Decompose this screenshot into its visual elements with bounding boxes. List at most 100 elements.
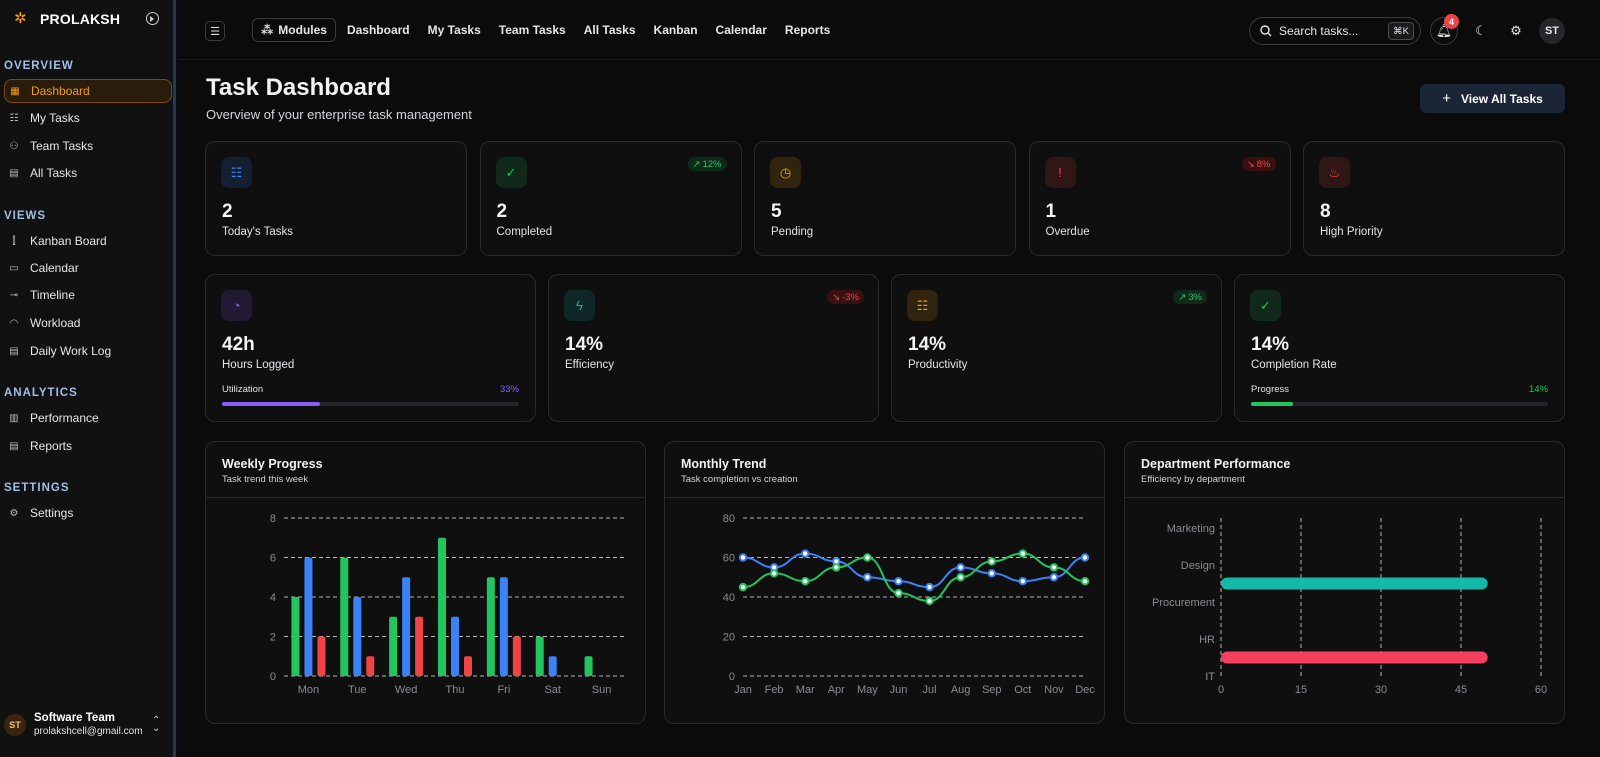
stat-card-efficiency[interactable]: ϟ ↘ -3% 14% Efficiency <box>548 274 879 422</box>
sidebar-item-label: Daily Work Log <box>30 344 112 358</box>
progress-label: Progress <box>1251 384 1290 395</box>
sidebar-item-my-tasks[interactable]: ☷ My Tasks <box>4 106 172 130</box>
series-0-point-6 <box>925 582 934 592</box>
top-nav-my-tasks[interactable]: My Tasks <box>427 23 481 37</box>
collapse-sidebar-icon[interactable] <box>146 12 159 25</box>
stat-value: 1 <box>1045 201 1057 222</box>
series-0-point-7 <box>956 563 965 572</box>
x-tick-label: Sat <box>544 684 561 696</box>
x-tick-label: Sun <box>592 684 612 696</box>
settings-button[interactable]: ⚙ <box>1502 17 1530 45</box>
app-logo[interactable]: ✲ PROLAKSH <box>14 10 120 28</box>
stat-value: 42h <box>222 334 255 355</box>
series-1-point-3 <box>832 563 841 572</box>
user-switcher[interactable]: ST Software Team prolakshcell@gmail.com … <box>4 710 172 740</box>
stat-label: Completed <box>496 226 553 238</box>
top-nav-team-tasks[interactable]: Team Tasks <box>498 23 566 37</box>
y-tick-label: HR <box>1199 634 1215 646</box>
top-nav-kanban[interactable]: Kanban <box>653 23 698 37</box>
bar-thu-s2 <box>464 656 472 676</box>
menu-icon[interactable]: ☰ <box>205 21 225 41</box>
user-avatar-button[interactable]: ST <box>1539 18 1565 44</box>
top-nav-calendar[interactable]: Calendar <box>715 23 767 37</box>
x-tick-label: Nov <box>1044 684 1064 696</box>
x-tick-label: 45 <box>1455 684 1467 696</box>
y-tick-label: Design <box>1181 560 1215 572</box>
stat-label: Efficiency <box>565 359 615 371</box>
top-nav-all-tasks[interactable]: All Tasks <box>583 23 636 37</box>
user-email: prolakshcell@gmail.com <box>34 726 143 737</box>
notification-badge: 4 <box>1444 14 1459 29</box>
series-line-1 <box>742 552 1086 602</box>
x-tick-label: Sep <box>982 684 1002 696</box>
search-box[interactable]: ⌘K <box>1249 17 1421 45</box>
y-tick-label: 4 <box>270 592 276 604</box>
notifications-button[interactable]: 🔔︎ 4 <box>1430 14 1459 45</box>
clipboard-icon: ▤ <box>9 167 19 179</box>
progress-bar <box>1251 402 1548 406</box>
sidebar-item-label: Kanban Board <box>30 234 107 248</box>
y-tick-label: 6 <box>270 553 276 565</box>
sidebar-item-settings[interactable]: ⚙ Settings <box>4 501 172 525</box>
gear-icon: ⚙ <box>1510 23 1522 38</box>
bar-design <box>1221 577 1488 590</box>
check-circle-icon: ✓ <box>495 157 527 188</box>
sidebar-item-performance[interactable]: ▥ Performance <box>4 406 172 430</box>
stat-card-today-s-tasks[interactable]: ☷ 2 Today's Tasks <box>205 141 467 256</box>
stat-label: High Priority <box>1320 226 1383 238</box>
search-input[interactable] <box>1279 24 1379 38</box>
timer-icon: ◔ <box>221 290 252 321</box>
stat-card-completed[interactable]: ✓ ↗ 12% 2 Completed <box>479 141 742 256</box>
series-line-0 <box>742 552 1086 589</box>
trend-down-icon: ↘ <box>832 291 841 303</box>
series-0-point-10 <box>1049 573 1059 582</box>
stat-value: 2 <box>496 201 508 222</box>
x-tick-label: Tue <box>348 684 367 696</box>
stat-card-overdue[interactable]: ! ↘ 8% 1 Overdue <box>1028 141 1291 256</box>
bolt-icon: ϟ <box>564 290 595 321</box>
stat-value: 14% <box>1251 334 1290 355</box>
series-1-point-8 <box>987 557 996 566</box>
sidebar-item-daily-work-log[interactable]: ▤ Daily Work Log <box>4 339 172 363</box>
sidebar-item-all-tasks[interactable]: ▤ All Tasks <box>4 161 172 185</box>
x-tick-label: Aug <box>951 684 971 696</box>
sidebar-item-workload[interactable]: ◠ Workload <box>4 311 172 335</box>
y-tick-label: 60 <box>723 553 735 565</box>
sidebar-item-label: All Tasks <box>30 166 78 180</box>
theme-toggle-button[interactable]: ☾ <box>1467 17 1495 45</box>
series-1-point-6 <box>925 596 934 606</box>
sidebar-item-timeline[interactable]: ⊸ Timeline <box>4 283 172 307</box>
stat-card-productivity[interactable]: ☷ ↗ 3% 14% Productivity <box>891 274 1222 422</box>
x-tick-label: Fri <box>497 684 510 696</box>
gauge-icon: ◠ <box>9 317 19 329</box>
calendar-icon: ▭ <box>9 262 19 274</box>
stat-value: 2 <box>222 201 233 222</box>
stat-label: Productivity <box>908 359 968 371</box>
top-nav-reports[interactable]: Reports <box>784 23 831 37</box>
chart-header: Monthly Trend Task completion vs creatio… <box>665 442 1104 498</box>
chart-title: Department Performance <box>1141 457 1291 471</box>
stat-card-completion-rate[interactable]: ✓ 14% Completion Rate Progress 14% <box>1234 274 1565 422</box>
sidebar-item-calendar[interactable]: ▭ Calendar <box>4 256 172 280</box>
top-nav-dashboard[interactable]: Dashboard <box>346 23 410 37</box>
series-1-point-9 <box>1018 549 1028 558</box>
sidebar-item-reports[interactable]: ▤ Reports <box>4 434 172 458</box>
sidebar-item-team-tasks[interactable]: ⚇ Team Tasks <box>4 134 172 158</box>
chart-subtitle: Efficiency by department <box>1141 474 1245 485</box>
trend-badge: ↗ 3% <box>1173 290 1207 304</box>
modules-button[interactable]: ⁂ Modules <box>252 18 336 42</box>
department-performance-card: Department Performance Efficiency by dep… <box>1124 441 1565 724</box>
stat-card-pending[interactable]: ◷ 5 Pending <box>754 141 1016 256</box>
stat-card-high-priority[interactable]: ♨ 8 High Priority <box>1303 141 1565 256</box>
y-tick-label: 40 <box>723 592 735 604</box>
monthly-trend-chart: 0 20 40 60 80 Jan Feb Mar Apr May Jun Jul Aug Sep Oct N… <box>723 513 1096 696</box>
moon-icon: ☾ <box>1475 23 1487 38</box>
logo-icon: ✲ <box>14 10 27 27</box>
sidebar-item-dashboard[interactable]: ▦ Dashboard <box>4 79 172 103</box>
view-all-tasks-button[interactable]: + View All Tasks <box>1420 84 1565 113</box>
sidebar-item-label: Dashboard <box>31 84 90 98</box>
stat-card-hours-logged[interactable]: ◔ 42h Hours Logged Utilization 33% <box>205 274 536 422</box>
sidebar-item-kanban-board[interactable]: ⫿ Kanban Board <box>4 229 172 253</box>
stat-value: 5 <box>771 201 782 222</box>
nav-section-title: VIEWS <box>4 210 47 222</box>
